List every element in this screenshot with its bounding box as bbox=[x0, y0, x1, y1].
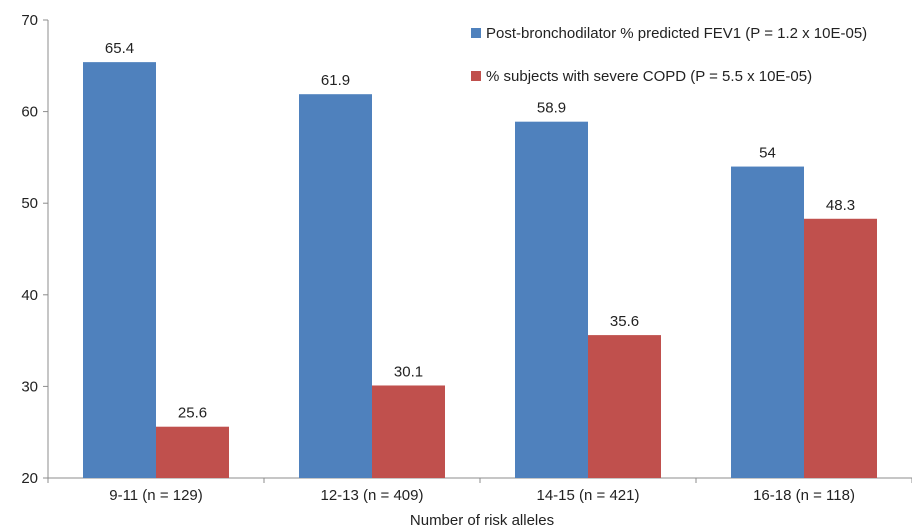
data-label: 25.6 bbox=[178, 405, 207, 422]
y-tick-label: 40 bbox=[21, 287, 38, 304]
data-label: 48.3 bbox=[826, 197, 855, 214]
data-label: 30.1 bbox=[394, 363, 423, 380]
x-tick-label: 16-18 (n = 118) bbox=[753, 487, 855, 504]
y-tick-label: 30 bbox=[21, 378, 38, 395]
y-tick-label: 20 bbox=[21, 470, 38, 487]
y-tick-label: 60 bbox=[21, 104, 38, 121]
bar bbox=[299, 94, 372, 479]
legend-label: % subjects with severe COPD (P = 5.5 x 1… bbox=[486, 68, 812, 85]
bar bbox=[372, 385, 445, 478]
legend-label: Post-bronchodilator % predicted FEV1 (P … bbox=[486, 25, 867, 42]
x-tick-label: 9-11 (n = 129) bbox=[109, 487, 203, 504]
data-label: 54 bbox=[759, 145, 776, 162]
data-label: 61.9 bbox=[321, 72, 350, 89]
bars bbox=[83, 62, 877, 479]
bar bbox=[156, 426, 229, 478]
legend-swatch bbox=[471, 28, 481, 38]
bar bbox=[515, 121, 588, 479]
data-labels: 65.4 25.6 61.9 30.1 58.9 35.6 54 48.3 bbox=[105, 40, 855, 422]
y-axis: 20 30 40 50 60 70 bbox=[21, 12, 49, 487]
bar bbox=[83, 62, 156, 479]
legend-swatch bbox=[471, 71, 481, 81]
legend: Post-bronchodilator % predicted FEV1 (P … bbox=[471, 25, 867, 85]
x-axis: 9-11 (n = 129) 12-13 (n = 409) 14-15 (n = … bbox=[47, 477, 912, 504]
y-tick-label: 70 bbox=[21, 12, 38, 29]
bar bbox=[731, 166, 804, 478]
data-label: 65.4 bbox=[105, 40, 134, 57]
x-axis-title: Number of risk alleles bbox=[410, 512, 554, 529]
data-label: 35.6 bbox=[610, 313, 639, 330]
data-label: 58.9 bbox=[537, 100, 566, 117]
y-tick-label: 50 bbox=[21, 195, 38, 212]
bar bbox=[804, 218, 877, 478]
x-tick-label: 14-15 (n = 421) bbox=[537, 487, 640, 504]
bar bbox=[588, 335, 661, 478]
x-tick-label: 12-13 (n = 409) bbox=[321, 487, 424, 504]
